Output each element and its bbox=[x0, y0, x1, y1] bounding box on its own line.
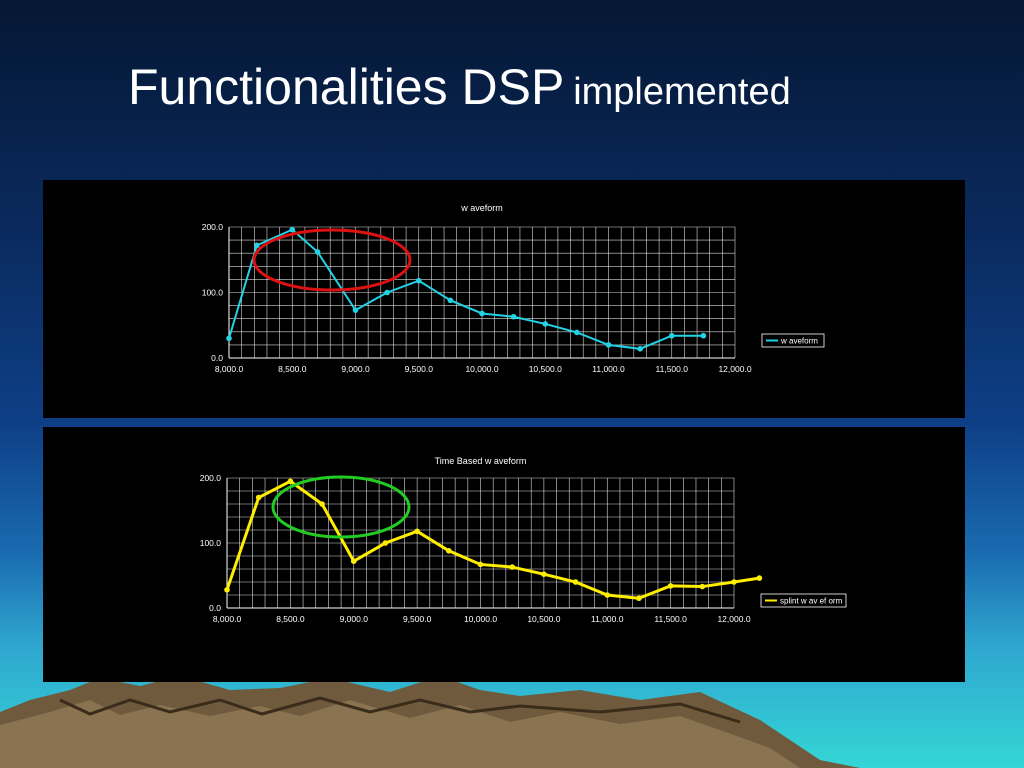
y-tick-label: 200.0 bbox=[200, 473, 222, 483]
x-tick-label: 8,000.0 bbox=[213, 614, 242, 624]
data-point bbox=[637, 346, 643, 352]
slide-title: Functionalities DSP implemented bbox=[128, 58, 791, 116]
data-point bbox=[731, 579, 737, 585]
data-point bbox=[382, 540, 389, 546]
x-tick-label: 9,500.0 bbox=[403, 614, 432, 624]
slide-title-main: Functionalities DSP bbox=[128, 59, 565, 115]
gridlines bbox=[228, 226, 736, 359]
series-line bbox=[225, 479, 760, 600]
y-tick-label: 100.0 bbox=[200, 538, 222, 548]
data-point bbox=[604, 592, 611, 598]
data-point bbox=[605, 342, 612, 348]
time-based-waveform-chart: Time Based w aveform 200.0 100.0 0.08,000.0… bbox=[200, 456, 847, 624]
data-point bbox=[509, 564, 515, 570]
data-point bbox=[756, 575, 763, 581]
data-point bbox=[350, 558, 357, 564]
data-point bbox=[574, 329, 580, 336]
x-tick-label: 11,500.0 bbox=[654, 614, 687, 624]
data-point bbox=[446, 548, 452, 554]
x-tick-label: 8,500.0 bbox=[276, 614, 305, 624]
x-tick-label: 9,000.0 bbox=[340, 614, 369, 624]
x-tick-label: 8,500.0 bbox=[278, 364, 307, 374]
mountain-range-front bbox=[0, 700, 800, 768]
legend-box bbox=[761, 333, 825, 348]
mountain-ridge-shadow bbox=[59, 696, 741, 724]
y-tick-label: 0.0 bbox=[209, 603, 221, 613]
x-tick-label: 11,000.0 bbox=[592, 364, 625, 374]
data-point bbox=[477, 561, 484, 568]
data-point bbox=[447, 297, 454, 304]
data-point bbox=[667, 583, 674, 589]
x-tick-label: 12,000.0 bbox=[717, 614, 750, 624]
data-point bbox=[255, 494, 262, 501]
data-point bbox=[314, 249, 321, 255]
data-point bbox=[287, 478, 294, 485]
data-point bbox=[289, 226, 296, 233]
data-point bbox=[700, 332, 707, 339]
legend-box bbox=[760, 593, 847, 608]
x-tick-label: 10,000.0 bbox=[464, 614, 497, 624]
data-point bbox=[479, 310, 485, 317]
highlight-ellipse bbox=[252, 228, 412, 292]
data-point bbox=[254, 242, 260, 249]
y-tick-label: 0.0 bbox=[211, 353, 223, 363]
x-tick-label: 9,500.0 bbox=[405, 364, 434, 374]
data-point bbox=[224, 587, 230, 593]
waveform-chart: w aveform 200.0 100.0 0.08,000.0 8,500.0 9,00… bbox=[202, 203, 825, 374]
data-point bbox=[319, 501, 325, 507]
data-point bbox=[384, 289, 390, 296]
chart-title: Time Based w aveform bbox=[435, 456, 527, 466]
legend-label: splint w av ef orm bbox=[780, 597, 843, 606]
highlight-ellipse bbox=[271, 475, 411, 539]
legend-label: w aveform bbox=[780, 337, 818, 346]
x-tick-label: 12,000.0 bbox=[718, 364, 751, 374]
data-point bbox=[414, 528, 420, 535]
y-tick-label: 200.0 bbox=[202, 222, 224, 232]
data-point bbox=[668, 332, 675, 339]
data-point bbox=[699, 583, 706, 590]
data-point bbox=[541, 571, 547, 577]
data-point bbox=[542, 321, 549, 327]
data-point bbox=[636, 595, 642, 602]
time-based-waveform-chart-panel: Time Based w aveform 200.0 100.0 0.0 8,000.0… bbox=[43, 427, 965, 682]
data-point bbox=[415, 277, 422, 284]
series-line bbox=[228, 228, 704, 350]
data-point bbox=[352, 307, 359, 313]
x-tick-label: 10,000.0 bbox=[465, 364, 498, 374]
x-tick-label: 8,000.0 bbox=[215, 364, 244, 374]
x-tick-label: 10,500.0 bbox=[527, 614, 560, 624]
slide-title-sub: implemented bbox=[573, 71, 791, 113]
data-point bbox=[226, 335, 232, 342]
gridlines bbox=[226, 477, 735, 609]
waveform-chart-panel: w aveform 200.0 100.0 0.0 8,000.0 8,500.0 9,00… bbox=[43, 180, 965, 418]
chart-title: w aveform bbox=[460, 203, 503, 213]
y-tick-label: 100.0 bbox=[202, 288, 224, 298]
data-point bbox=[572, 579, 579, 585]
x-tick-label: 9,000.0 bbox=[341, 364, 370, 374]
x-tick-label: 10,500.0 bbox=[529, 364, 562, 374]
x-tick-label: 11,000.0 bbox=[591, 614, 624, 624]
x-tick-label: 11,500.0 bbox=[656, 364, 689, 374]
data-point bbox=[510, 313, 517, 320]
